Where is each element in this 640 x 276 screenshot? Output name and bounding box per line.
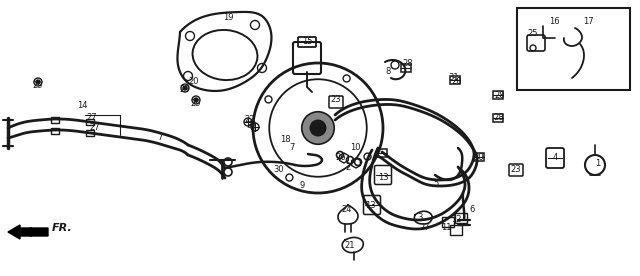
- Text: 27: 27: [86, 113, 97, 123]
- Text: 8: 8: [385, 68, 390, 76]
- Text: 29: 29: [33, 81, 44, 89]
- Circle shape: [194, 98, 198, 102]
- Text: 18: 18: [280, 136, 291, 145]
- Text: 26: 26: [336, 153, 346, 163]
- Text: 22: 22: [244, 115, 255, 124]
- Text: 25: 25: [528, 30, 538, 38]
- Bar: [455, 213, 467, 223]
- Text: 3: 3: [417, 214, 422, 222]
- Circle shape: [310, 120, 326, 136]
- Text: 9: 9: [300, 181, 305, 190]
- Bar: [474, 153, 484, 161]
- Text: 5: 5: [433, 179, 438, 187]
- Text: 19: 19: [223, 14, 233, 23]
- Text: 4: 4: [552, 153, 557, 161]
- Circle shape: [183, 86, 187, 90]
- Text: 28: 28: [403, 59, 413, 68]
- Text: 7: 7: [157, 134, 163, 142]
- Text: 24: 24: [342, 206, 352, 214]
- Text: 27: 27: [420, 224, 430, 232]
- Text: 13: 13: [365, 200, 375, 209]
- Text: 17: 17: [582, 17, 593, 26]
- Bar: [377, 149, 387, 157]
- Bar: [51, 128, 59, 134]
- Bar: [493, 114, 503, 122]
- Text: 20: 20: [189, 78, 199, 86]
- Text: 15: 15: [301, 38, 312, 46]
- Text: 29: 29: [191, 100, 201, 108]
- Text: 23: 23: [511, 166, 522, 174]
- Text: 10: 10: [349, 144, 360, 153]
- Text: 23: 23: [331, 95, 341, 105]
- Bar: [401, 64, 411, 72]
- Bar: [86, 130, 94, 136]
- Text: 12: 12: [451, 216, 461, 224]
- FancyArrow shape: [8, 225, 48, 239]
- Bar: [442, 217, 454, 227]
- Text: 11: 11: [441, 224, 451, 232]
- Text: 21: 21: [345, 240, 355, 250]
- Text: 2: 2: [346, 163, 351, 172]
- Text: 30: 30: [274, 166, 284, 174]
- Bar: [86, 119, 94, 125]
- Text: 13: 13: [378, 174, 388, 182]
- Text: 1: 1: [595, 158, 600, 168]
- Bar: [450, 76, 460, 84]
- Text: 7: 7: [289, 144, 294, 153]
- Text: 28: 28: [452, 78, 462, 86]
- Circle shape: [301, 112, 334, 144]
- Text: 6: 6: [469, 206, 475, 214]
- Text: 31: 31: [449, 73, 460, 83]
- Bar: [51, 117, 59, 123]
- Text: 29: 29: [180, 86, 190, 94]
- Text: FR.: FR.: [52, 223, 73, 233]
- Text: 32: 32: [246, 121, 257, 129]
- Circle shape: [36, 80, 40, 84]
- Text: 27: 27: [90, 123, 100, 132]
- Text: 14: 14: [77, 100, 87, 110]
- Text: 28: 28: [495, 91, 506, 100]
- Bar: [493, 91, 503, 99]
- Text: 28: 28: [493, 113, 504, 123]
- Text: 16: 16: [548, 17, 559, 26]
- Text: 30: 30: [474, 153, 484, 163]
- Bar: [450, 225, 462, 235]
- Bar: [517, 8, 630, 90]
